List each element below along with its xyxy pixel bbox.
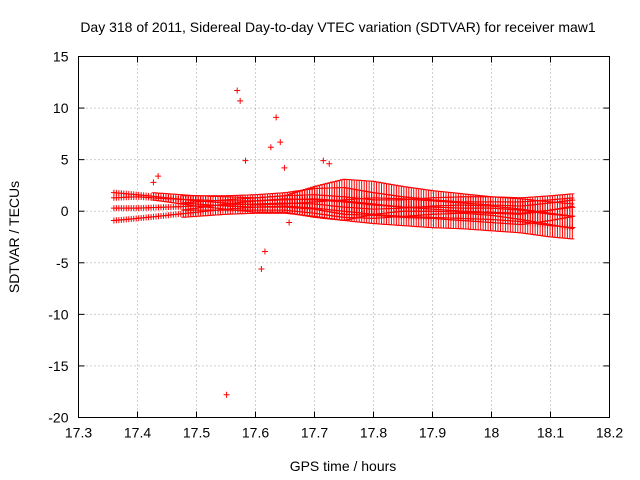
data-layer [110,87,576,398]
x-tick-label: 17.3 [65,425,92,441]
plot-frame [78,56,610,418]
x-tick-label: 17.6 [242,425,269,441]
outlier-point [261,248,268,255]
outlier-point [267,144,274,151]
outlier-point [234,87,241,94]
x-tick-label: 17.4 [124,425,151,441]
y-tick-label: -15 [48,358,68,374]
outlier-points [150,87,333,398]
outlier-point [320,157,327,164]
chart-title: Day 318 of 2011, Sidereal Day-to-day VTE… [80,19,596,35]
outlier-point [242,157,249,164]
x-tick-label: 18.2 [596,425,623,441]
grid-layer [78,56,610,418]
y-tick-label: 10 [53,100,69,116]
series-band-4 [110,198,576,240]
x-tick-label: 17.8 [360,425,387,441]
outlier-point [237,97,244,104]
outlier-point [150,179,157,186]
data-point [569,224,576,231]
outlier-point [277,139,284,146]
outlier-point [326,160,333,167]
y-tick-label: -20 [48,410,68,426]
tick-layer: 17.3 17.4 17.5 17.6 17.7 17.8 17.9 18 18.1 18.2 -2… [48,49,623,441]
outlier-point [281,164,288,171]
y-tick-label: 0 [61,203,69,219]
y-tick-label: 5 [61,152,69,168]
outlier-point [273,114,280,121]
x-tick-label: 17.7 [301,425,328,441]
x-tick-label: 18.1 [537,425,564,441]
outlier-point [258,265,265,272]
x-tick-label: 17.9 [419,425,446,441]
y-axis-label: SDTVAR / TECUs [6,181,22,293]
outlier-point [286,219,293,226]
y-tick-label: -5 [56,255,69,271]
x-tick-label: 17.5 [183,425,210,441]
outlier-point [223,391,230,398]
outlier-point [155,173,162,180]
x-tick-label: 18 [484,425,500,441]
x-axis-label: GPS time / hours [290,458,397,474]
y-tick-label: -10 [48,306,68,322]
y-tick-label: 15 [53,49,69,65]
